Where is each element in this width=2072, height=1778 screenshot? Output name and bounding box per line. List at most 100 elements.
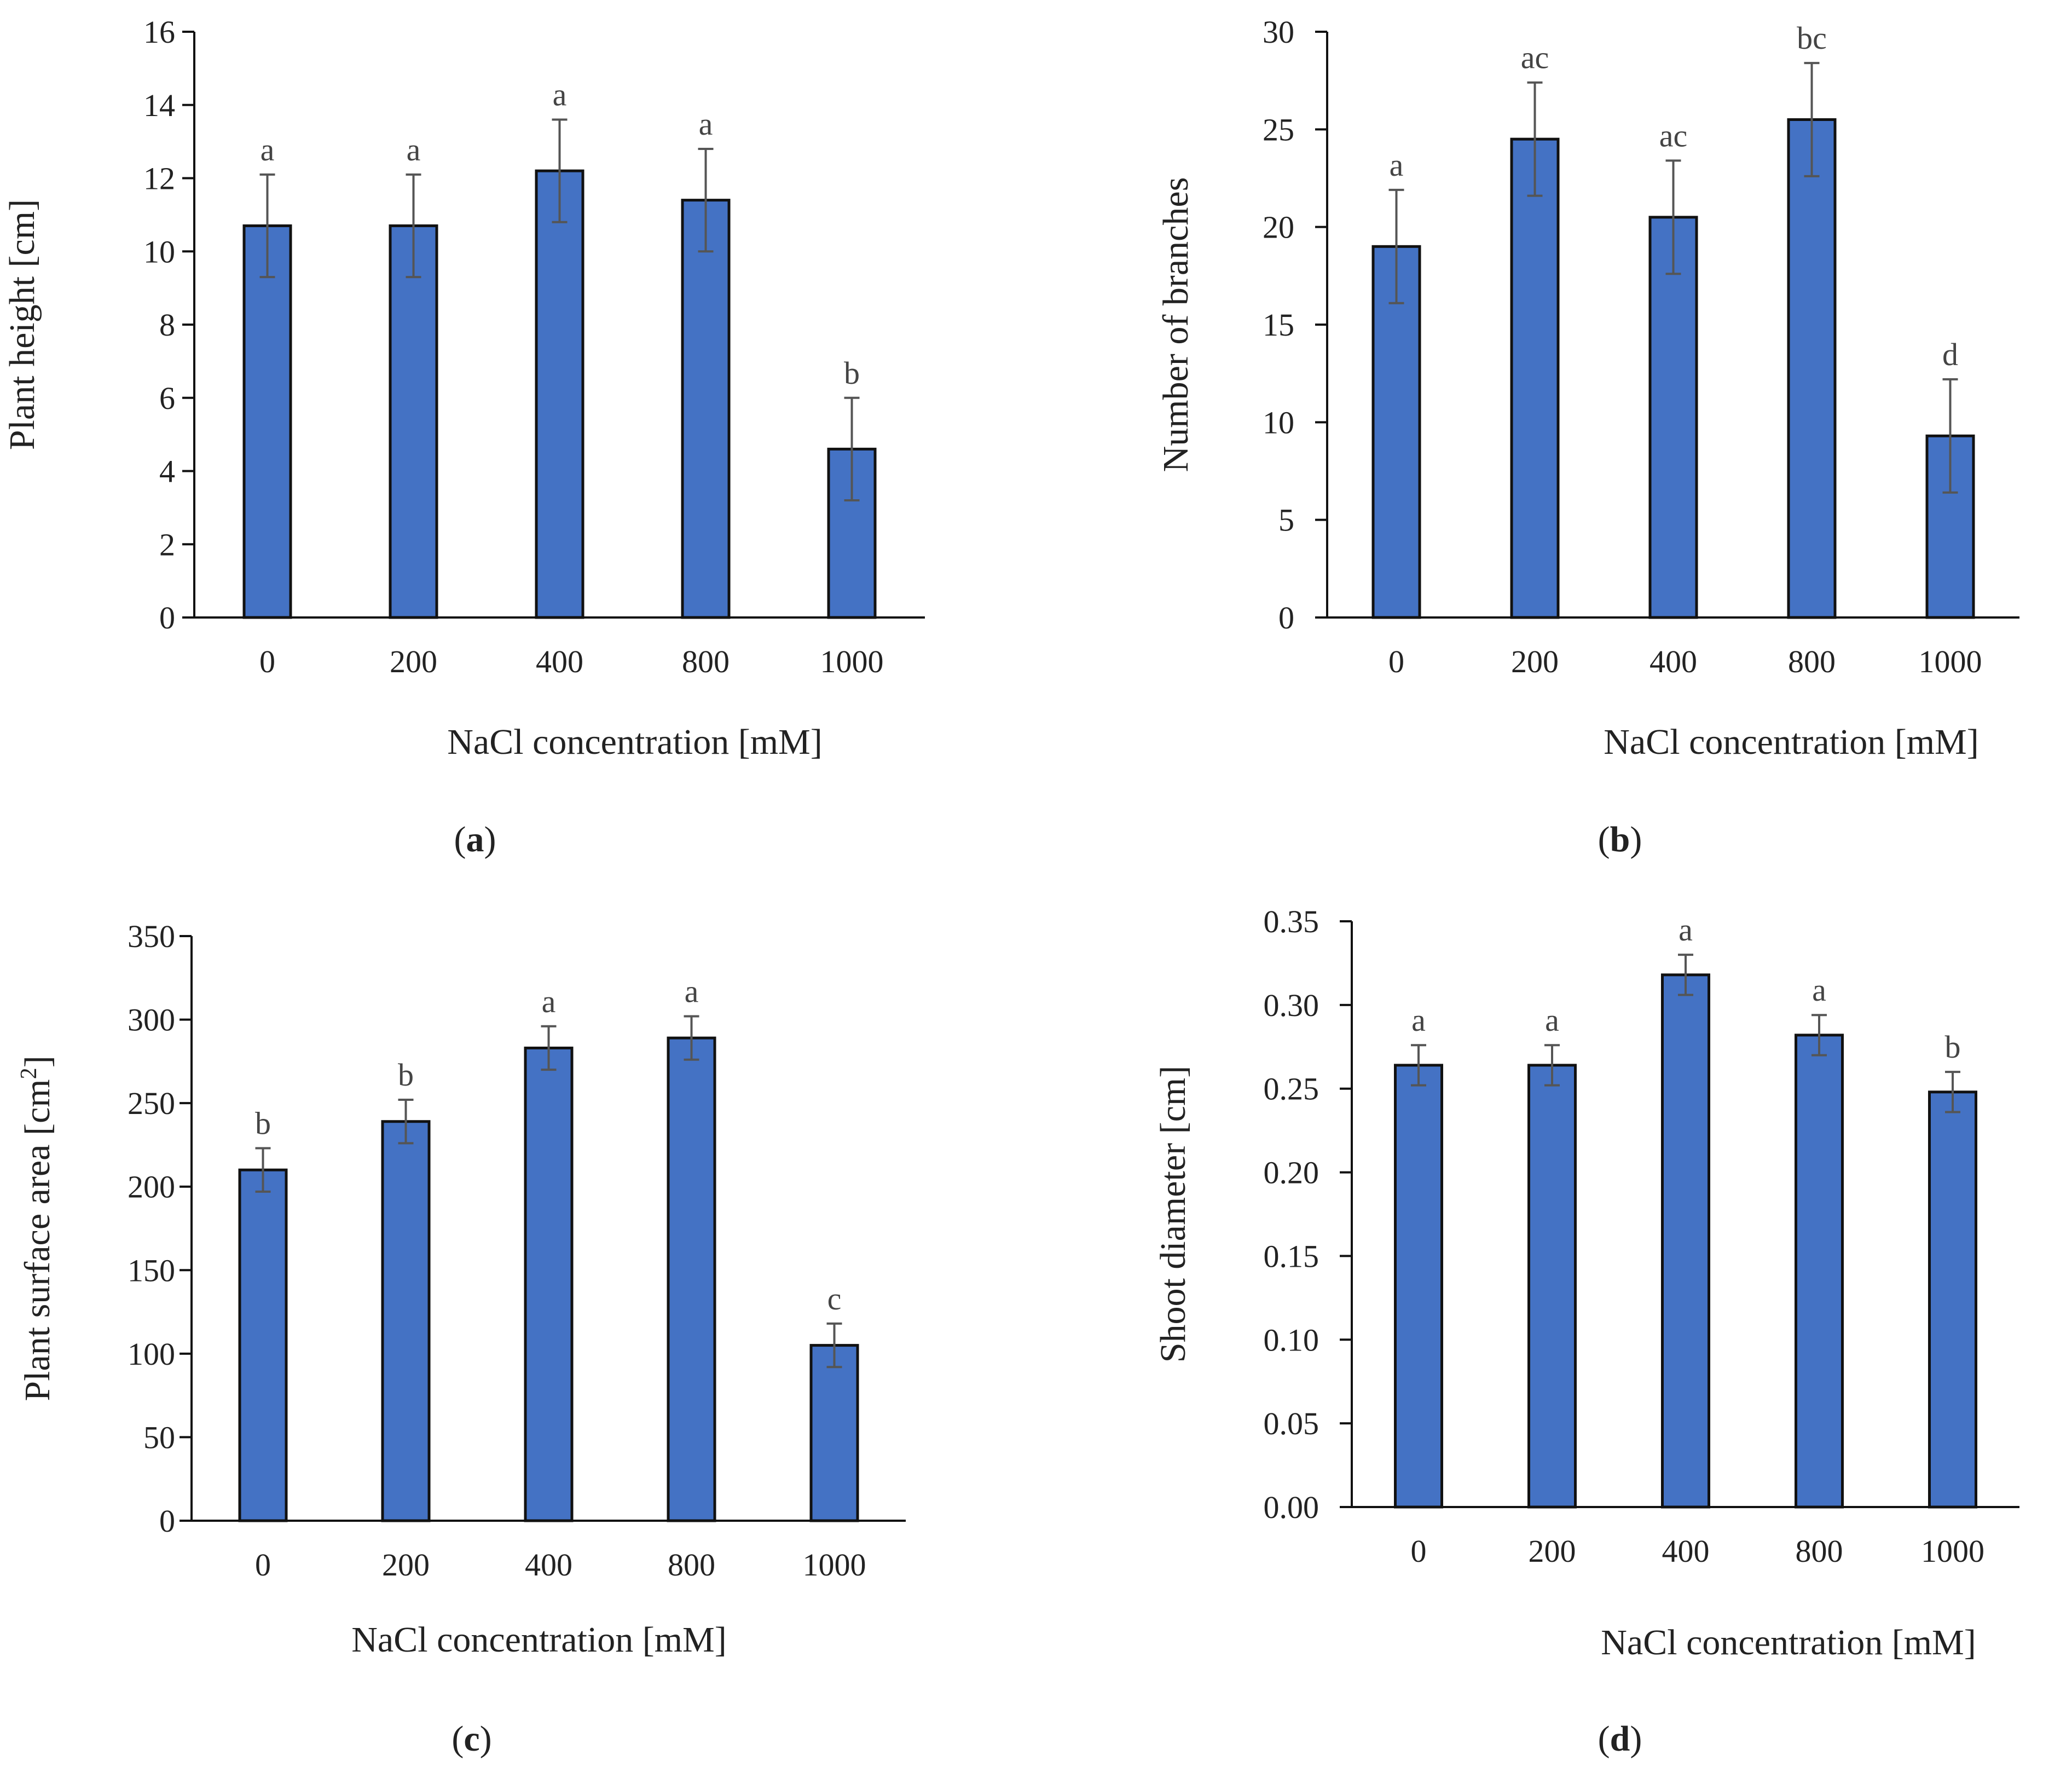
bar — [524, 1046, 574, 1522]
y-tick-label: 0 — [159, 1503, 175, 1539]
bar — [1795, 1034, 1844, 1509]
y-tick-label: 8 — [159, 307, 175, 343]
significance-letter: a — [1812, 972, 1826, 1008]
y-tick-label: 16 — [143, 14, 175, 50]
y-tick-label: 4 — [159, 454, 175, 489]
y-tick-label: 14 — [143, 88, 175, 123]
y-tick-label: 10 — [143, 234, 175, 269]
y-axis-title: Plant height [cm] — [2, 199, 42, 450]
y-axis-title-main: Plant surface area [cm — [18, 1079, 57, 1401]
significance-letter: a — [1411, 1002, 1426, 1038]
y-tick-label: 10 — [1263, 405, 1294, 440]
x-axis-title: NaCl concentration [mM] — [447, 722, 822, 762]
x-tick-label: 400 — [525, 1547, 572, 1583]
significance-letter: a — [699, 106, 713, 142]
x-tick-label: 1000 — [1921, 1533, 1984, 1569]
y-tick-label: 200 — [128, 1169, 175, 1205]
x-tick-label: 200 — [1511, 644, 1559, 679]
significance-letter: bc — [1797, 20, 1827, 56]
y-tick-label: 50 — [143, 1419, 175, 1455]
bar — [1527, 1064, 1577, 1509]
y-axis-title: Shoot diameter [cm] — [1153, 1066, 1193, 1363]
panel-label-letter: d — [1610, 1719, 1630, 1759]
bar — [1394, 1064, 1443, 1509]
y-tick-label: 0.10 — [1264, 1322, 1319, 1358]
chart-panel-c: 0 50 100 150 200 250 300 350 b 0 b 200 a 400 a 800 c 1000… — [16, 919, 906, 1759]
panel-label-close: ) — [484, 819, 496, 859]
x-tick-label: 0 — [1388, 644, 1404, 679]
x-tick-label: 1000 — [820, 644, 884, 679]
y-tick-label: 0 — [1278, 600, 1294, 636]
y-tick-label: 2 — [159, 527, 175, 562]
y-tick-label: 12 — [143, 161, 175, 197]
significance-letter: a — [1545, 1002, 1559, 1038]
panel-label-open: ( — [454, 819, 466, 859]
significance-letter: d — [1942, 337, 1958, 372]
x-tick-label: 1000 — [1919, 644, 1982, 679]
bar — [242, 224, 292, 619]
y-tick-label: 0.30 — [1264, 988, 1319, 1023]
x-tick-label: 400 — [536, 644, 583, 679]
panel-label-close: ) — [1630, 819, 1642, 859]
x-tick-label: 800 — [682, 644, 730, 679]
x-tick-label: 800 — [668, 1547, 715, 1583]
significance-letter: a — [261, 132, 275, 168]
x-axis-title: NaCl concentration [mM] — [1604, 722, 1978, 762]
panel-label-open: ( — [1598, 819, 1610, 859]
bar — [809, 1344, 859, 1522]
bar — [381, 1120, 431, 1522]
significance-letter: a — [1390, 147, 1404, 183]
bar — [1648, 216, 1698, 619]
y-tick-label: 100 — [128, 1336, 175, 1372]
y-tick-label: 300 — [128, 1002, 175, 1038]
bar — [535, 169, 584, 619]
panel-label: (c) — [452, 1719, 491, 1759]
y-tick-label: 0.20 — [1264, 1155, 1319, 1191]
significance-letter: a — [553, 77, 567, 113]
y-tick-label: 0.00 — [1264, 1490, 1319, 1525]
y-tick-label: 0 — [159, 600, 175, 636]
x-tick-label: 0 — [1411, 1533, 1427, 1569]
y-tick-label: 30 — [1263, 14, 1294, 50]
significance-letter: b — [844, 355, 860, 391]
y-tick-label: 0.05 — [1264, 1406, 1319, 1441]
x-tick-label: 800 — [1788, 644, 1836, 679]
x-tick-label: 200 — [382, 1547, 430, 1583]
x-axis-title: NaCl concentration [mM] — [1601, 1623, 1976, 1662]
panel-label-letter: b — [1610, 819, 1630, 859]
y-tick-label: 15 — [1263, 307, 1294, 343]
y-axis-title: Plant surface area [cm2] — [16, 1055, 57, 1401]
y-axis-title-superscript: 2 — [16, 1067, 42, 1079]
y-tick-label: 25 — [1263, 112, 1294, 147]
y-tick-label: 250 — [128, 1086, 175, 1121]
bar — [667, 1036, 716, 1522]
panel-label-letter: c — [464, 1719, 479, 1759]
panel-label: (a) — [454, 819, 496, 859]
significance-letter: a — [1679, 912, 1693, 948]
bar — [1928, 1090, 1977, 1509]
panel-label-letter: a — [466, 819, 484, 859]
chart-panel-d: 0.00 0.05 0.10 0.15 0.20 0.25 0.30 0.35 a 0 a 200 a 4… — [1153, 904, 2019, 1759]
significance-letter: a — [542, 984, 556, 1019]
significance-letter: b — [1945, 1029, 1961, 1065]
panel-label: (b) — [1598, 819, 1642, 859]
panel-label-close: ) — [1630, 1719, 1642, 1759]
panel-label-open: ( — [1598, 1719, 1610, 1759]
significance-letter: c — [827, 1281, 842, 1317]
chart-panel-a: 0 2 4 6 8 10 12 14 16 a 0 a 200 a 400 a 800 b 1000 NaCl con… — [2, 14, 925, 859]
chart-panel-b: 0 5 10 15 20 25 30 a 0 ac 200 ac 400 bc 800 d 1000 NaCl c… — [1156, 14, 2019, 859]
x-tick-label: 0 — [255, 1547, 271, 1583]
significance-letter: ac — [1659, 118, 1688, 153]
bar — [389, 224, 438, 619]
significance-letter: b — [398, 1057, 414, 1093]
y-tick-label: 5 — [1278, 503, 1294, 538]
bar — [1371, 245, 1421, 619]
significance-letter: ac — [1521, 40, 1549, 76]
x-tick-label: 200 — [1529, 1533, 1576, 1569]
panel-label-close: ) — [480, 1719, 492, 1759]
x-tick-label: 400 — [1662, 1533, 1710, 1569]
y-tick-label: 150 — [128, 1252, 175, 1288]
x-tick-label: 0 — [259, 644, 275, 679]
y-tick-label: 6 — [159, 380, 175, 416]
